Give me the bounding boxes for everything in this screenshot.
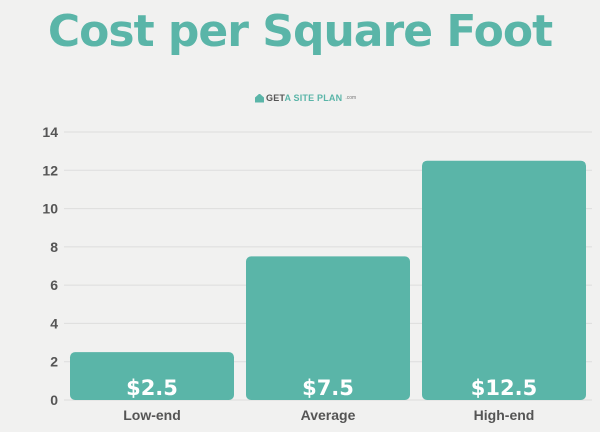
bar xyxy=(422,160,586,400)
bars xyxy=(70,160,586,400)
bar xyxy=(70,352,234,400)
bar xyxy=(246,256,410,400)
y-tick-label: 2 xyxy=(50,354,58,370)
y-tick-label: 0 xyxy=(50,392,58,408)
y-axis-ticks: 0 2 4 6 8 10 12 14 xyxy=(42,124,58,408)
x-axis-ticks: Low-end Average High-end xyxy=(123,407,534,423)
bar-data-labels: $2.5 $7.5 $12.5 xyxy=(126,376,537,400)
y-tick-label: 14 xyxy=(42,124,58,140)
logo-suffix: .com xyxy=(345,95,357,101)
logo-text-part1: GET xyxy=(266,93,285,103)
logo-text-part2: A SITE PLAN xyxy=(284,93,343,103)
chart-title: Cost per Square Foot xyxy=(47,6,553,57)
y-tick-label: 8 xyxy=(50,239,58,255)
brand-logo: GETA SITE PLAN .com xyxy=(255,93,356,103)
bar-data-label: $7.5 xyxy=(302,376,354,400)
y-tick-label: 4 xyxy=(50,315,58,331)
y-tick-label: 6 xyxy=(50,277,58,293)
logo-text: GETA SITE PLAN xyxy=(266,93,342,103)
bar-data-label: $12.5 xyxy=(471,376,537,400)
y-tick-label: 10 xyxy=(42,201,58,217)
house-icon xyxy=(255,93,264,103)
bar-data-label: $2.5 xyxy=(126,376,178,400)
x-tick-label: Low-end xyxy=(123,407,181,423)
y-tick-label: 12 xyxy=(42,162,58,178)
x-tick-label: High-end xyxy=(474,407,535,423)
x-tick-label: Average xyxy=(301,407,356,423)
